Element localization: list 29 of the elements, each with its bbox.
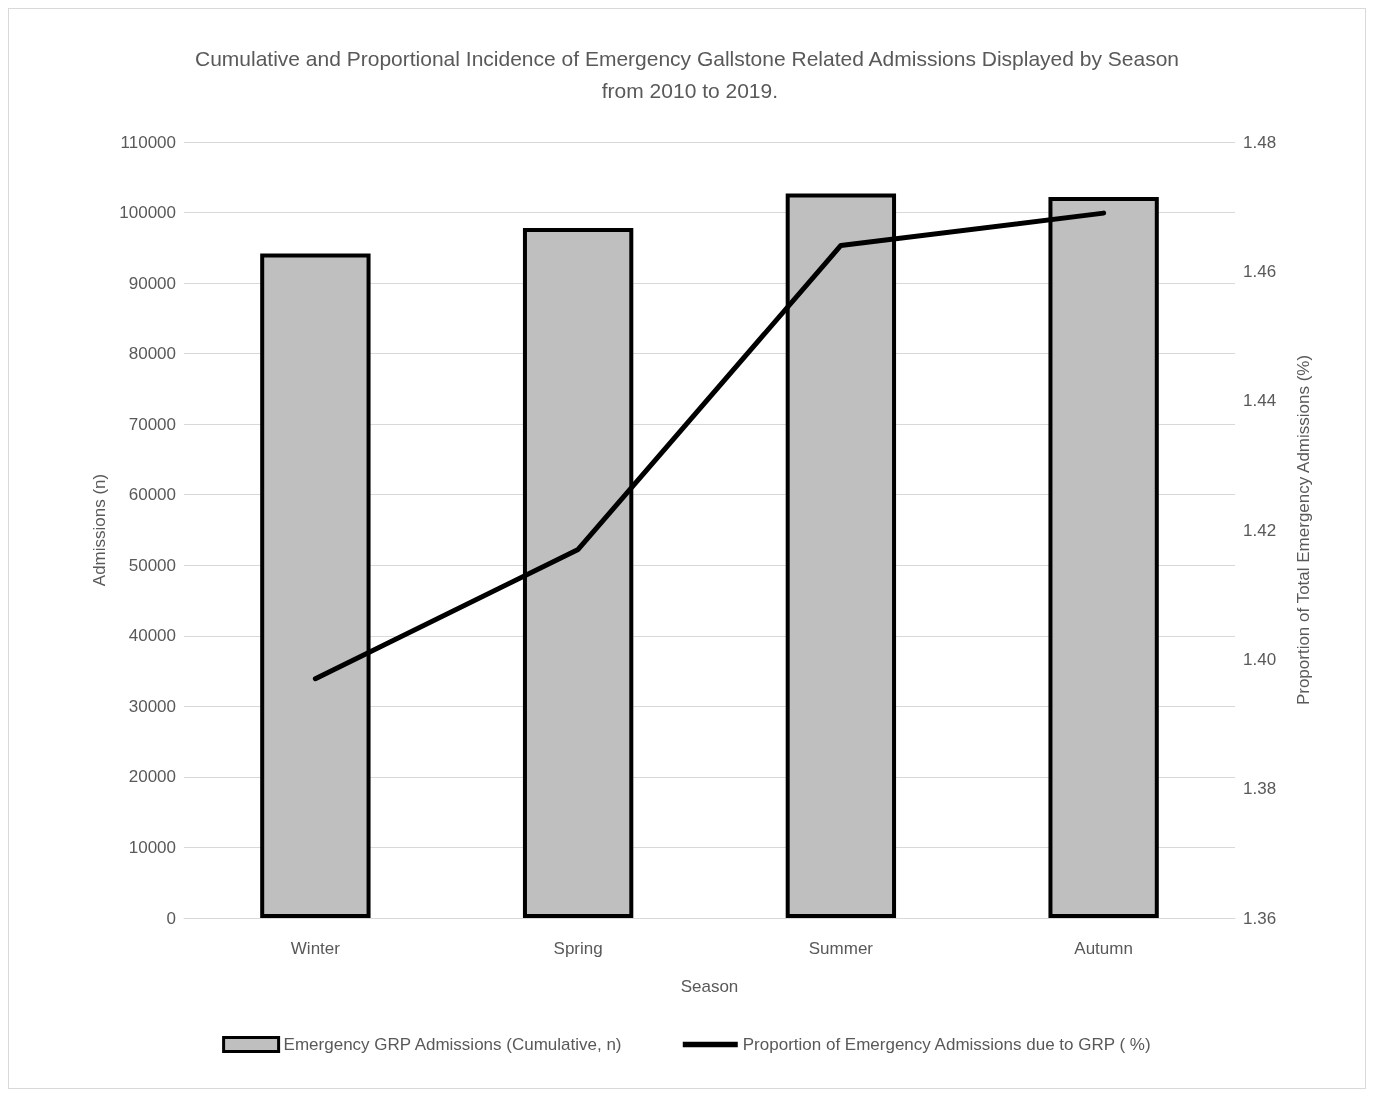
y2-tick-label: 1.48	[1243, 132, 1277, 152]
y2-tick-label: 1.42	[1243, 520, 1277, 540]
y-tick-label: 20000	[128, 767, 176, 787]
y-tick-label: 60000	[128, 485, 176, 505]
x-tick-label: Autumn	[1074, 939, 1133, 958]
x-tick-label: Summer	[808, 939, 874, 958]
y2-tick-label: 1.46	[1243, 261, 1277, 281]
y-tick-label: 30000	[128, 696, 176, 716]
y-axis-title: Admissions (n)	[90, 473, 110, 587]
legend-label: Proportion of Emergency Admissions due to GRP ( %)	[742, 1035, 1151, 1054]
y2-tick-label: 1.40	[1243, 649, 1277, 669]
x-tick-label: Winter	[290, 939, 341, 958]
y-tick-label: 50000	[128, 555, 176, 575]
chart-title: Cumulative and Proportional Incidence of Emergency Gallstone Related Admissions Displayed by Season from 2010 to 2019.	[194, 46, 1180, 102]
y-tick-label: 100000	[119, 203, 176, 223]
x-axis-title: Season	[680, 977, 739, 996]
y2-axis-title: Proportion of Total Emergency Admissions (%)	[1294, 354, 1313, 706]
y-tick-label: 70000	[128, 414, 176, 434]
y-tick-label: 90000	[128, 273, 176, 293]
y-tick-label: 80000	[128, 344, 176, 364]
y-tick-label: 0	[166, 908, 176, 928]
x-tick-label: Spring	[553, 939, 603, 958]
y-tick-label: 110000	[120, 132, 176, 152]
y-tick-label: 40000	[128, 626, 176, 646]
y2-tick-label: 1.36	[1243, 908, 1277, 928]
y-tick-label: 10000	[128, 837, 176, 857]
legend-label: Emergency GRP Admissions (Cumulative, n)	[283, 1035, 622, 1054]
y2-tick-label: 1.44	[1243, 391, 1277, 411]
y2-tick-label: 1.38	[1243, 779, 1277, 799]
